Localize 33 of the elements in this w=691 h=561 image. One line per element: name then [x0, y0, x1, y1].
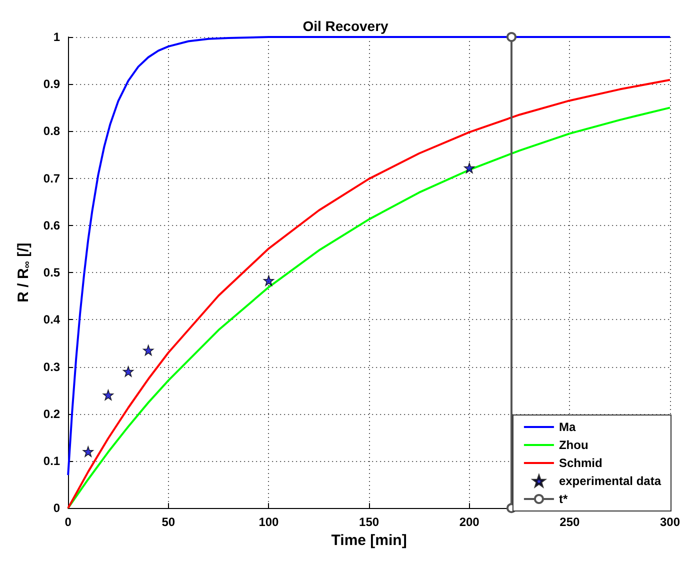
legend-label: t*: [558, 492, 568, 506]
x-tick-label: 100: [258, 515, 280, 530]
y-tick-label: 0.3: [43, 360, 60, 374]
y-tick-label: 1: [53, 30, 60, 44]
chart-title: Oil Recovery: [302, 18, 389, 34]
x-axis-title: Time [min]: [331, 532, 407, 549]
y-tick-label: 0.9: [43, 77, 60, 92]
x-tick-label: 300: [660, 515, 680, 530]
legend-label: Zhou: [558, 438, 588, 452]
point: [464, 162, 475, 174]
legend-label: experimental data: [558, 474, 662, 488]
y-tick-label: 0.7: [43, 171, 60, 186]
y-tick-label: 0.2: [43, 406, 60, 421]
point: [102, 390, 114, 400]
point: [142, 344, 154, 356]
y-axis-title: R / R∞ [/]: [15, 242, 33, 302]
x-tick-label: 250: [560, 515, 580, 530]
x-tick-label: 200: [459, 515, 480, 530]
x-tick-label: 150: [359, 515, 380, 530]
x-tick-label: 50: [162, 515, 176, 530]
point: [263, 275, 274, 286]
point: [122, 366, 134, 377]
legend-label: Schmid: [558, 456, 602, 470]
x-tick-label: 0: [64, 515, 72, 530]
y-tick-label: 0.8: [43, 124, 60, 138]
y-tick-label: 0: [53, 501, 60, 516]
y-tick-label: 0.5: [43, 266, 60, 280]
y-tick-label: 0.6: [43, 218, 60, 232]
point: [506, 32, 516, 42]
legend-label: Ma: [558, 420, 576, 434]
y-tick-label: 0.4: [43, 312, 60, 327]
point: [82, 446, 94, 457]
y-tick-label: 0.1: [43, 454, 60, 468]
